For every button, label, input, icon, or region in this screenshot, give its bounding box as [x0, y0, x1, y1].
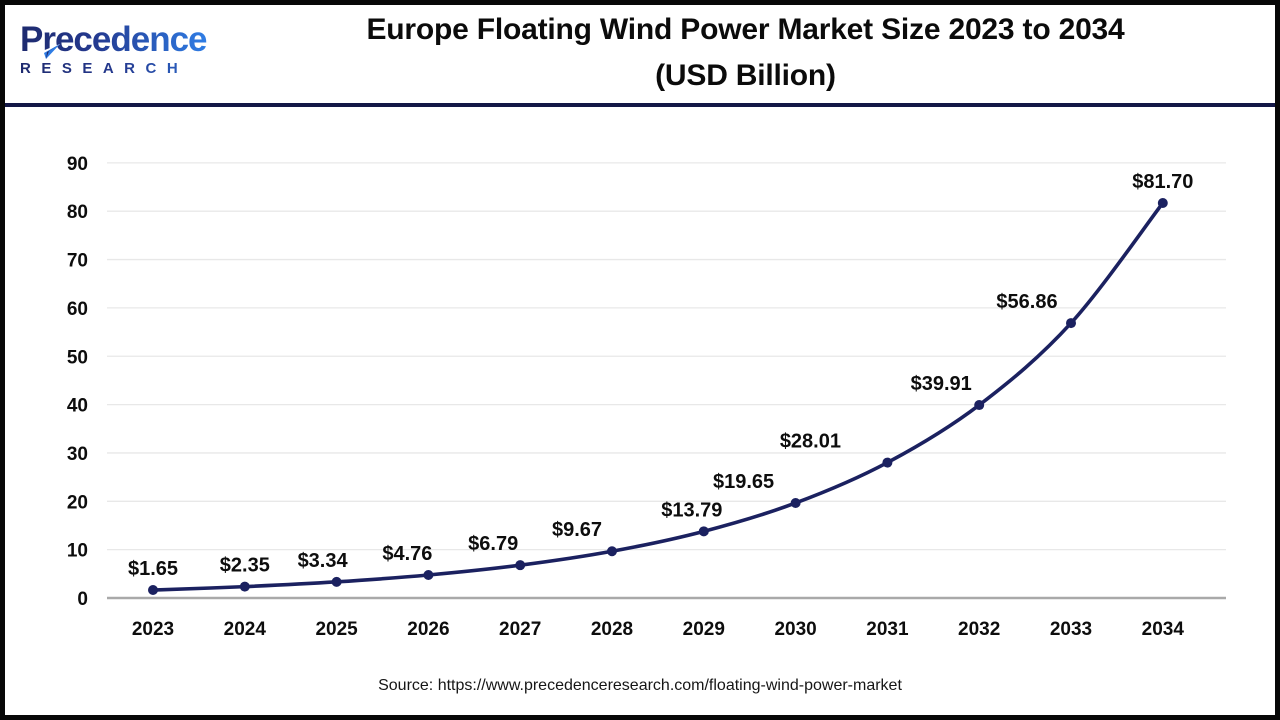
- data-point-label: $6.79: [468, 533, 518, 555]
- logo-subtext: RESEARCH: [20, 60, 240, 77]
- y-tick-label: 0: [77, 589, 88, 610]
- header: Precedence RESEARCH Europe Floating Wind…: [0, 0, 1280, 103]
- header-divider: [0, 103, 1280, 107]
- data-point: [331, 576, 342, 587]
- data-point: [882, 457, 893, 468]
- data-point-label: $2.35: [220, 555, 270, 577]
- data-point: [1157, 197, 1168, 208]
- source-text: Source: https://www.precedenceresearch.c…: [378, 677, 902, 694]
- x-tick-label: 2026: [407, 619, 449, 640]
- data-point: [974, 400, 985, 411]
- x-tick-label: 2027: [499, 619, 541, 640]
- x-tick-label: 2029: [683, 619, 725, 640]
- data-point-label: $13.79: [661, 499, 722, 521]
- data-point-label: $19.65: [713, 471, 774, 493]
- data-point: [239, 581, 250, 592]
- y-tick-label: 80: [67, 202, 88, 223]
- data-point-label: $9.67: [552, 519, 602, 541]
- y-tick-label: 70: [67, 251, 88, 272]
- y-tick-label: 40: [67, 396, 88, 417]
- precedence-logo: Precedence RESEARCH: [20, 21, 240, 91]
- data-point: [698, 526, 709, 537]
- y-tick-label: 90: [67, 154, 88, 175]
- data-point-label: $56.86: [996, 291, 1057, 313]
- chart-title: Europe Floating Wind Power Market Size 2…: [225, 7, 1266, 99]
- y-tick-label: 60: [67, 299, 88, 320]
- data-point-label: $4.76: [382, 543, 432, 565]
- title-line-2: (USD Billion): [655, 59, 836, 92]
- data-point-label: $1.65: [128, 558, 178, 580]
- data-point: [515, 560, 526, 571]
- series-line: [151, 201, 1165, 592]
- data-point: [790, 497, 801, 508]
- x-tick-label: 2032: [958, 619, 1000, 640]
- data-point: [148, 585, 158, 596]
- data-point-label: $28.01: [780, 431, 841, 453]
- x-tick-label: 2031: [866, 619, 909, 640]
- data-point-label: $39.91: [911, 373, 972, 395]
- x-tick-label: 2028: [591, 619, 633, 640]
- data-point-label: $81.70: [1132, 171, 1193, 193]
- data-point-label: $3.34: [298, 550, 349, 572]
- paper-plane-icon: [37, 44, 60, 59]
- title-line-1: Europe Floating Wind Power Market Size 2…: [366, 13, 1125, 46]
- y-tick-label: 10: [67, 541, 88, 562]
- y-tick-label: 50: [67, 347, 88, 368]
- data-point: [607, 546, 617, 557]
- data-point: [423, 569, 434, 580]
- y-tick-label: 30: [67, 444, 88, 465]
- x-tick-label: 2034: [1142, 619, 1185, 640]
- data-point: [1066, 318, 1076, 329]
- x-tick-label: 2033: [1050, 619, 1092, 640]
- y-tick-label: 20: [67, 492, 88, 513]
- x-tick-label: 2023: [132, 619, 174, 640]
- x-tick-label: 2024: [224, 619, 267, 640]
- x-tick-label: 2030: [774, 619, 816, 640]
- x-tick-label: 2025: [315, 619, 358, 640]
